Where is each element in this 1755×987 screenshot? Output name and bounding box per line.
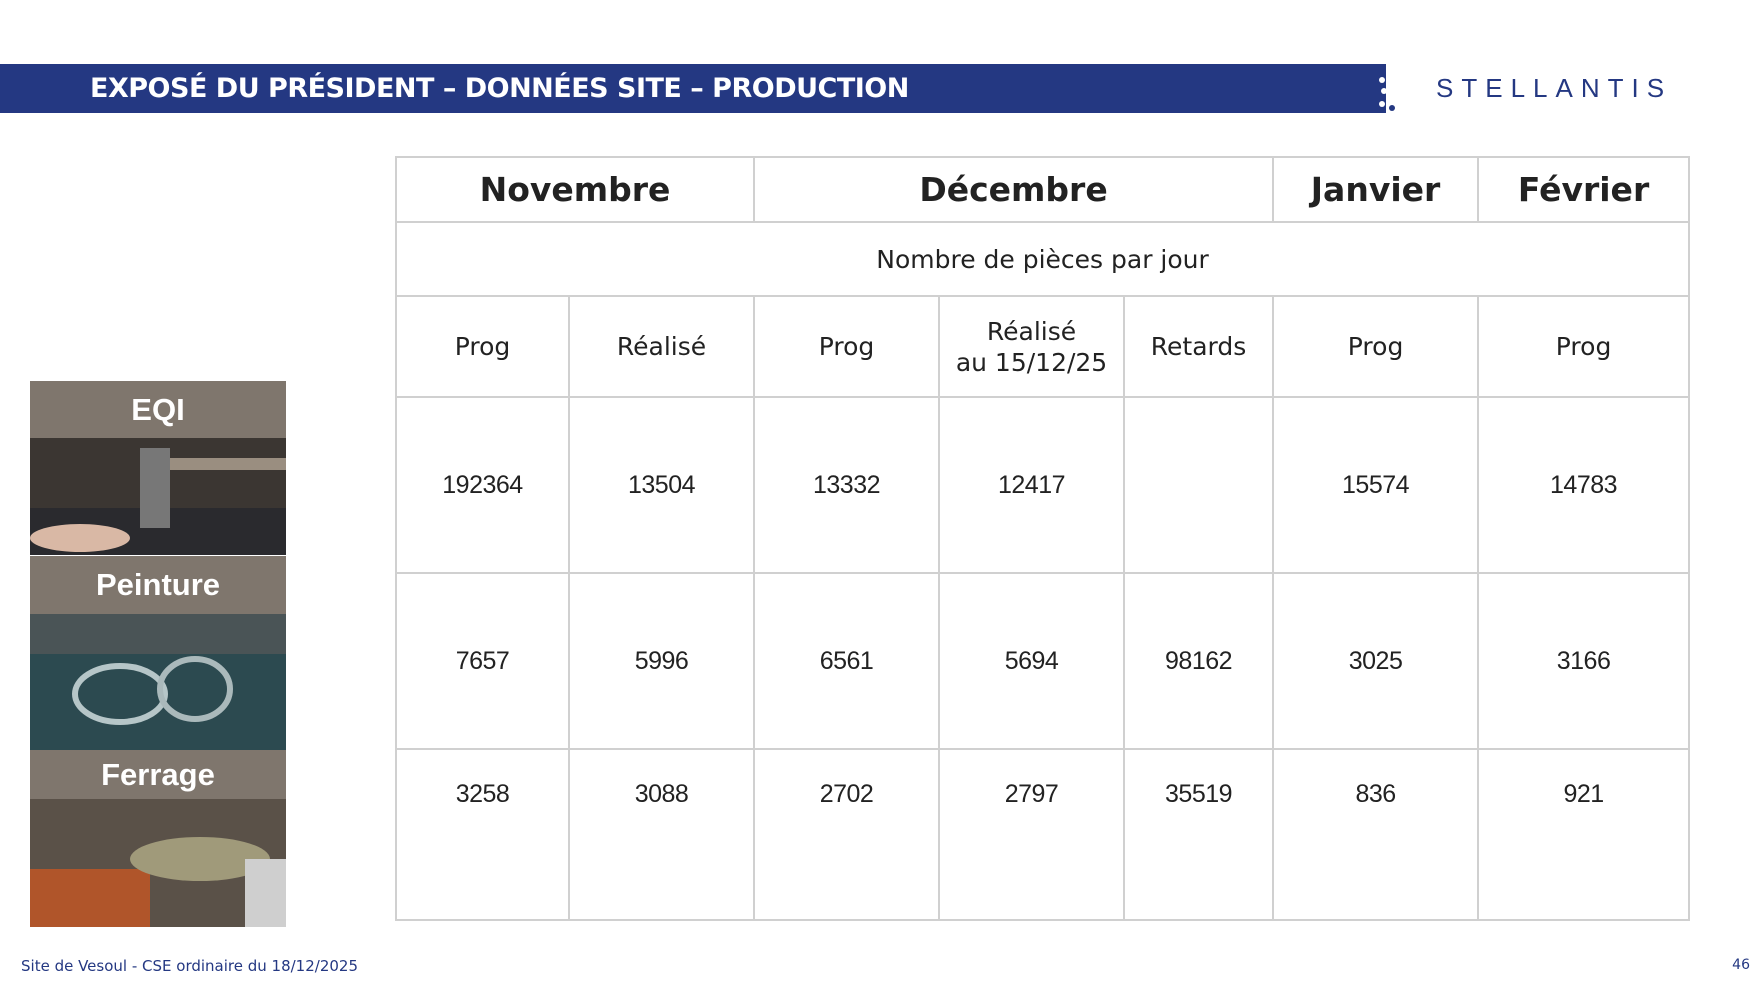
section-label: EQI: [30, 381, 286, 438]
column-header: Réalisé au 15/12/25: [938, 295, 1126, 398]
page-number: 46: [1732, 957, 1750, 973]
photo: [30, 614, 286, 750]
footer-text: Site de Vesoul - CSE ordinaire du 18/12/…: [21, 957, 358, 975]
month-header: Décembre: [753, 156, 1275, 223]
section-label: Peinture: [30, 556, 286, 614]
section-label: Ferrage: [30, 750, 286, 799]
month-header: Janvier: [1272, 156, 1480, 223]
slide-title: EXPOSÉ DU PRÉSIDENT – DONNÉES SITE – PRO…: [90, 73, 909, 104]
table-cell: 921: [1477, 748, 1691, 921]
table-cell: 13504: [567, 396, 756, 574]
table-cell: 3166: [1477, 572, 1691, 750]
table-cell: 14783: [1477, 396, 1691, 574]
table-cell: 7657: [395, 572, 570, 750]
column-header: Retards: [1123, 295, 1275, 398]
production-table: Novembre Décembre Janvier Février Nombre…: [394, 156, 1691, 921]
table-cell: 6561: [753, 572, 941, 750]
table-row: 192364 13504 13332 12417 15574 14783: [395, 396, 1691, 574]
column-header: Prog: [1272, 295, 1480, 398]
table-row: 3258 3088 2702 2797 35519 836 921: [395, 748, 1691, 921]
column-header: Prog: [753, 295, 941, 398]
table-cell: 5996: [567, 572, 756, 750]
logo: STELLANTIS: [1436, 73, 1673, 103]
column-header-line: au 15/12/25: [955, 347, 1108, 377]
column-header-line: Réalisé: [986, 316, 1077, 346]
table-row: 7657 5996 6561 5694 98162 3025 3166: [395, 572, 1691, 750]
table-cell: 15574: [1272, 396, 1480, 574]
header-bar: [0, 64, 1386, 113]
table-cell: 2702: [753, 748, 941, 921]
column-header: Prog: [1477, 295, 1691, 398]
photo: [30, 799, 286, 927]
table-cell: 3025: [1272, 572, 1480, 750]
table-cell: 13332: [753, 396, 941, 574]
subheader: Nombre de pièces par jour: [394, 221, 1691, 297]
month-header: Novembre: [394, 156, 756, 223]
column-header: Prog: [395, 295, 570, 398]
table-cell: 12417: [938, 396, 1126, 574]
table-cell: 3258: [395, 748, 570, 921]
table-cell: 2797: [938, 748, 1126, 921]
photo: [30, 438, 286, 555]
table-cell: 98162: [1123, 572, 1275, 750]
table-cell: 35519: [1123, 748, 1275, 921]
logo-dots: [1379, 67, 1397, 111]
month-header: Février: [1477, 156, 1691, 223]
column-header: Réalisé: [567, 295, 756, 398]
table-cell: 3088: [567, 748, 756, 921]
table-cell: 192364: [395, 396, 570, 574]
table-cell: 5694: [938, 572, 1126, 750]
table-cell: [1123, 396, 1275, 574]
table-cell: 836: [1272, 748, 1480, 921]
